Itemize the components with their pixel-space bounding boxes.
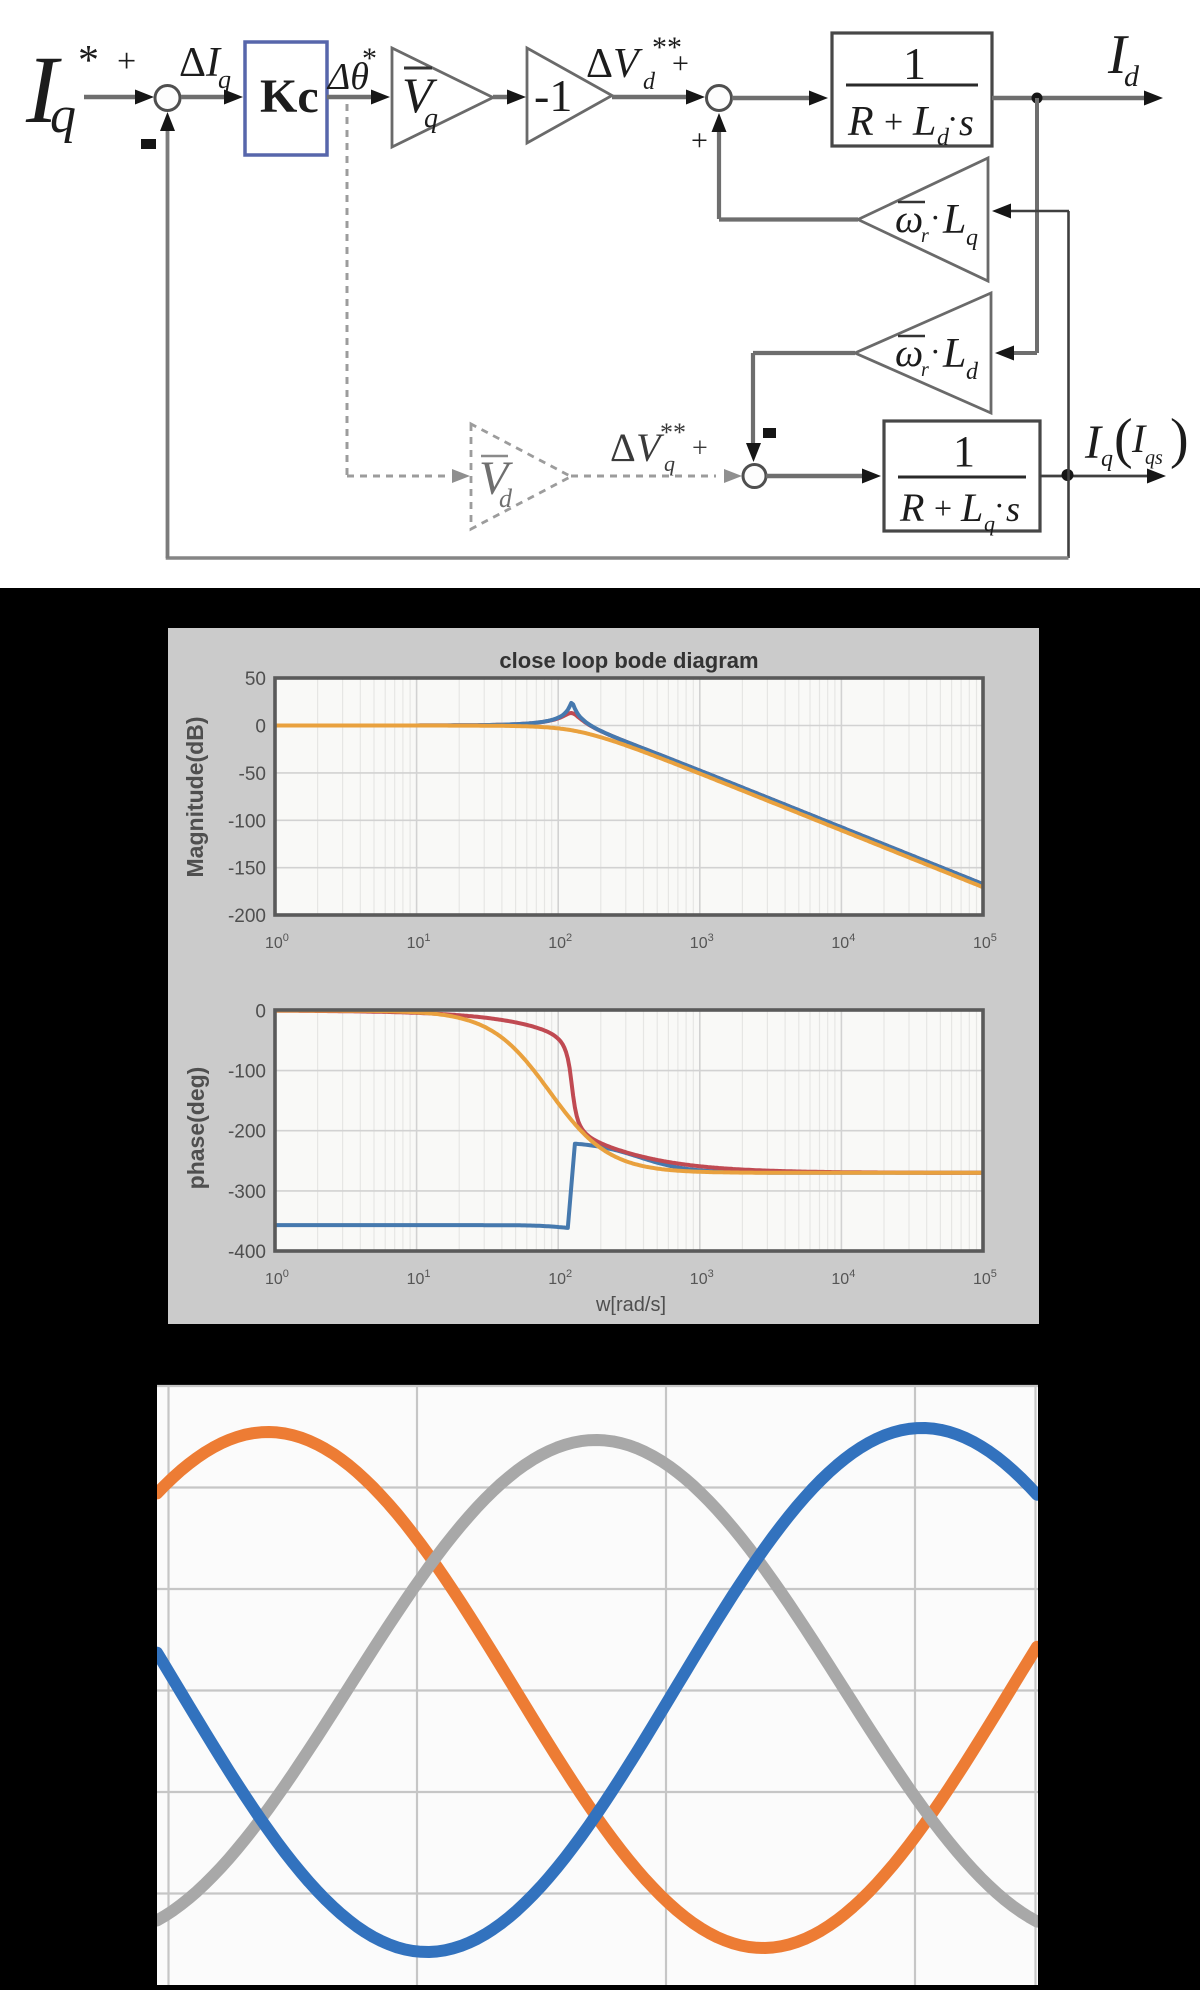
svg-text:L: L <box>912 99 936 145</box>
svg-text:d: d <box>499 484 513 513</box>
svg-text:+: + <box>884 104 903 141</box>
svg-text:-200: -200 <box>228 1122 266 1143</box>
svg-text:q: q <box>424 103 438 134</box>
svg-text:V: V <box>402 67 438 123</box>
svg-text:+: + <box>117 43 136 80</box>
svg-text:·: · <box>947 101 958 138</box>
svg-text:qs: qs <box>1145 447 1163 469</box>
svg-text:(: ( <box>1114 408 1133 470</box>
svg-text:r: r <box>921 359 929 381</box>
svg-text:+: + <box>692 433 708 464</box>
svg-text:*: * <box>78 38 99 84</box>
svg-text:·: · <box>930 333 941 369</box>
svg-text:-1: -1 <box>534 70 572 121</box>
svg-text:d: d <box>1124 60 1140 93</box>
svg-text:·: · <box>994 487 1005 523</box>
svg-text:Δθ: Δθ <box>326 56 369 98</box>
svg-text:Kc: Kc <box>260 70 319 123</box>
svg-text:q: q <box>984 511 995 536</box>
svg-text:1: 1 <box>953 427 975 476</box>
svg-text:I: I <box>1131 416 1147 461</box>
svg-text:+: + <box>691 124 708 157</box>
svg-text:·: · <box>930 199 941 235</box>
svg-text:0: 0 <box>255 1002 266 1023</box>
svg-text:+: + <box>672 47 689 80</box>
svg-text:-100: -100 <box>228 811 266 832</box>
svg-text:**: ** <box>652 31 682 64</box>
svg-text:q: q <box>218 65 231 94</box>
svg-text:-150: -150 <box>228 859 266 880</box>
svg-text:q: q <box>966 225 978 251</box>
svg-text:-200: -200 <box>228 906 266 927</box>
svg-text:0: 0 <box>255 717 266 738</box>
svg-text:ω: ω <box>895 330 923 375</box>
svg-text:ω: ω <box>895 196 923 241</box>
svg-text:I: I <box>1107 24 1129 86</box>
svg-text:1: 1 <box>903 38 926 89</box>
svg-text:L: L <box>960 485 983 530</box>
svg-text:I: I <box>205 40 222 86</box>
svg-text:q: q <box>1101 446 1113 472</box>
svg-text:+: + <box>934 490 952 526</box>
svg-text:q: q <box>664 451 675 476</box>
svg-text:phase(deg): phase(deg) <box>183 1067 209 1190</box>
svg-text:I: I <box>25 36 62 143</box>
svg-text:R: R <box>899 485 924 530</box>
svg-text:q: q <box>50 87 76 144</box>
svg-text:-100: -100 <box>228 1062 266 1083</box>
svg-text:s: s <box>959 102 974 144</box>
svg-text:V: V <box>613 41 643 87</box>
svg-text:*: * <box>362 42 377 75</box>
svg-text:-400: -400 <box>228 1242 266 1263</box>
svg-text:R: R <box>847 99 874 145</box>
svg-text:-300: -300 <box>228 1182 266 1203</box>
svg-text:d: d <box>966 359 979 385</box>
svg-text:Magnitude(dB): Magnitude(dB) <box>182 717 208 878</box>
svg-text:-50: -50 <box>239 764 266 785</box>
svg-text:Δ: Δ <box>610 425 636 470</box>
svg-text:L: L <box>942 197 966 243</box>
svg-text:L: L <box>942 331 966 377</box>
svg-text:close loop bode diagram: close loop bode diagram <box>499 648 758 673</box>
svg-text:50: 50 <box>245 669 266 690</box>
svg-text:d: d <box>937 125 950 151</box>
svg-text:**: ** <box>660 418 686 447</box>
svg-text:): ) <box>1170 408 1189 470</box>
svg-text:w[rad/s]: w[rad/s] <box>595 1294 666 1316</box>
svg-text:Δ: Δ <box>586 41 613 87</box>
svg-text:I: I <box>1084 416 1103 469</box>
svg-text:V: V <box>636 425 665 470</box>
svg-text:d: d <box>643 69 656 95</box>
svg-text:V: V <box>479 452 513 505</box>
svg-text:s: s <box>1006 489 1020 529</box>
svg-text:r: r <box>921 225 929 247</box>
svg-text:Δ: Δ <box>179 40 206 86</box>
